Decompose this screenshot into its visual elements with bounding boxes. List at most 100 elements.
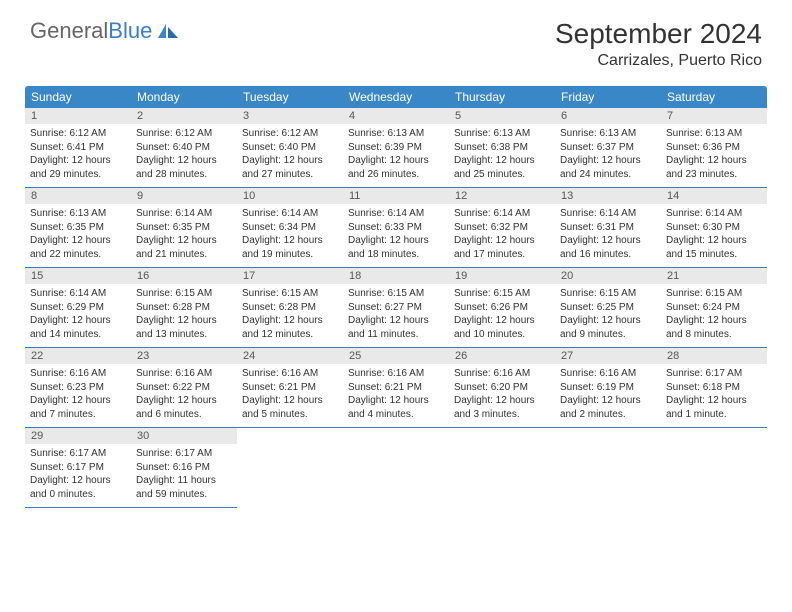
day-number: 11 xyxy=(343,188,449,204)
calendar-cell: 11Sunrise: 6:14 AMSunset: 6:33 PMDayligh… xyxy=(343,188,449,268)
calendar-cell xyxy=(237,428,343,508)
day-info: Sunrise: 6:15 AMSunset: 6:28 PMDaylight:… xyxy=(237,284,343,347)
day-number: 18 xyxy=(343,268,449,284)
day-number: 21 xyxy=(661,268,767,284)
calendar-cell: 8Sunrise: 6:13 AMSunset: 6:35 PMDaylight… xyxy=(25,188,131,268)
day-number: 16 xyxy=(131,268,237,284)
calendar-cell: 29Sunrise: 6:17 AMSunset: 6:17 PMDayligh… xyxy=(25,428,131,508)
day-header: Friday xyxy=(555,86,661,108)
day-number: 25 xyxy=(343,348,449,364)
day-info: Sunrise: 6:14 AMSunset: 6:35 PMDaylight:… xyxy=(131,204,237,267)
day-number: 15 xyxy=(25,268,131,284)
day-number: 9 xyxy=(131,188,237,204)
sail-icon xyxy=(158,24,178,38)
day-number: 5 xyxy=(449,108,555,124)
calendar-table: SundayMondayTuesdayWednesdayThursdayFrid… xyxy=(25,86,767,508)
calendar-cell xyxy=(661,428,767,508)
day-number: 23 xyxy=(131,348,237,364)
logo-text-blue: Blue xyxy=(108,18,152,44)
day-info: Sunrise: 6:12 AMSunset: 6:40 PMDaylight:… xyxy=(131,124,237,187)
calendar-cell xyxy=(343,428,449,508)
day-info: Sunrise: 6:13 AMSunset: 6:37 PMDaylight:… xyxy=(555,124,661,187)
calendar-cell: 13Sunrise: 6:14 AMSunset: 6:31 PMDayligh… xyxy=(555,188,661,268)
day-number: 3 xyxy=(237,108,343,124)
calendar-cell: 22Sunrise: 6:16 AMSunset: 6:23 PMDayligh… xyxy=(25,348,131,428)
calendar-cell: 16Sunrise: 6:15 AMSunset: 6:28 PMDayligh… xyxy=(131,268,237,348)
day-number: 7 xyxy=(661,108,767,124)
calendar-cell: 2Sunrise: 6:12 AMSunset: 6:40 PMDaylight… xyxy=(131,108,237,188)
calendar-cell: 23Sunrise: 6:16 AMSunset: 6:22 PMDayligh… xyxy=(131,348,237,428)
calendar-cell: 1Sunrise: 6:12 AMSunset: 6:41 PMDaylight… xyxy=(25,108,131,188)
day-info: Sunrise: 6:15 AMSunset: 6:28 PMDaylight:… xyxy=(131,284,237,347)
day-info: Sunrise: 6:16 AMSunset: 6:21 PMDaylight:… xyxy=(237,364,343,427)
calendar-cell: 28Sunrise: 6:17 AMSunset: 6:18 PMDayligh… xyxy=(661,348,767,428)
day-info: Sunrise: 6:15 AMSunset: 6:25 PMDaylight:… xyxy=(555,284,661,347)
day-header: Thursday xyxy=(449,86,555,108)
day-header: Saturday xyxy=(661,86,767,108)
day-header: Sunday xyxy=(25,86,131,108)
day-info: Sunrise: 6:16 AMSunset: 6:23 PMDaylight:… xyxy=(25,364,131,427)
day-info: Sunrise: 6:16 AMSunset: 6:22 PMDaylight:… xyxy=(131,364,237,427)
day-number: 29 xyxy=(25,428,131,444)
day-info: Sunrise: 6:12 AMSunset: 6:41 PMDaylight:… xyxy=(25,124,131,187)
calendar-cell xyxy=(449,428,555,508)
day-number: 20 xyxy=(555,268,661,284)
day-info: Sunrise: 6:16 AMSunset: 6:21 PMDaylight:… xyxy=(343,364,449,427)
day-info: Sunrise: 6:17 AMSunset: 6:18 PMDaylight:… xyxy=(661,364,767,427)
calendar-cell: 19Sunrise: 6:15 AMSunset: 6:26 PMDayligh… xyxy=(449,268,555,348)
calendar-cell: 4Sunrise: 6:13 AMSunset: 6:39 PMDaylight… xyxy=(343,108,449,188)
calendar-cell: 17Sunrise: 6:15 AMSunset: 6:28 PMDayligh… xyxy=(237,268,343,348)
calendar-cell: 12Sunrise: 6:14 AMSunset: 6:32 PMDayligh… xyxy=(449,188,555,268)
day-number: 1 xyxy=(25,108,131,124)
calendar-cell: 14Sunrise: 6:14 AMSunset: 6:30 PMDayligh… xyxy=(661,188,767,268)
day-info: Sunrise: 6:16 AMSunset: 6:20 PMDaylight:… xyxy=(449,364,555,427)
day-info: Sunrise: 6:12 AMSunset: 6:40 PMDaylight:… xyxy=(237,124,343,187)
calendar-cell: 10Sunrise: 6:14 AMSunset: 6:34 PMDayligh… xyxy=(237,188,343,268)
day-number: 26 xyxy=(449,348,555,364)
logo-text-general: General xyxy=(30,18,108,44)
day-info: Sunrise: 6:13 AMSunset: 6:38 PMDaylight:… xyxy=(449,124,555,187)
calendar-cell xyxy=(555,428,661,508)
day-info: Sunrise: 6:14 AMSunset: 6:33 PMDaylight:… xyxy=(343,204,449,267)
day-number: 24 xyxy=(237,348,343,364)
calendar-cell: 30Sunrise: 6:17 AMSunset: 6:16 PMDayligh… xyxy=(131,428,237,508)
logo: GeneralBlue xyxy=(30,18,178,44)
month-title: September 2024 xyxy=(555,18,762,50)
day-header: Monday xyxy=(131,86,237,108)
title-block: September 2024 Carrizales, Puerto Rico xyxy=(555,18,762,70)
calendar-cell: 20Sunrise: 6:15 AMSunset: 6:25 PMDayligh… xyxy=(555,268,661,348)
calendar-cell: 21Sunrise: 6:15 AMSunset: 6:24 PMDayligh… xyxy=(661,268,767,348)
day-number: 27 xyxy=(555,348,661,364)
day-number: 13 xyxy=(555,188,661,204)
calendar-cell: 27Sunrise: 6:16 AMSunset: 6:19 PMDayligh… xyxy=(555,348,661,428)
day-number: 10 xyxy=(237,188,343,204)
day-number: 8 xyxy=(25,188,131,204)
day-number: 12 xyxy=(449,188,555,204)
calendar-cell: 3Sunrise: 6:12 AMSunset: 6:40 PMDaylight… xyxy=(237,108,343,188)
day-info: Sunrise: 6:14 AMSunset: 6:30 PMDaylight:… xyxy=(661,204,767,267)
day-number: 17 xyxy=(237,268,343,284)
calendar-cell: 6Sunrise: 6:13 AMSunset: 6:37 PMDaylight… xyxy=(555,108,661,188)
calendar-cell: 5Sunrise: 6:13 AMSunset: 6:38 PMDaylight… xyxy=(449,108,555,188)
day-info: Sunrise: 6:14 AMSunset: 6:31 PMDaylight:… xyxy=(555,204,661,267)
header: GeneralBlue September 2024 Carrizales, P… xyxy=(0,0,792,80)
day-header: Tuesday xyxy=(237,86,343,108)
calendar-cell: 26Sunrise: 6:16 AMSunset: 6:20 PMDayligh… xyxy=(449,348,555,428)
day-info: Sunrise: 6:17 AMSunset: 6:17 PMDaylight:… xyxy=(25,444,131,507)
day-number: 28 xyxy=(661,348,767,364)
day-info: Sunrise: 6:13 AMSunset: 6:39 PMDaylight:… xyxy=(343,124,449,187)
calendar-cell: 24Sunrise: 6:16 AMSunset: 6:21 PMDayligh… xyxy=(237,348,343,428)
calendar-cell: 18Sunrise: 6:15 AMSunset: 6:27 PMDayligh… xyxy=(343,268,449,348)
day-number: 30 xyxy=(131,428,237,444)
calendar-cell: 9Sunrise: 6:14 AMSunset: 6:35 PMDaylight… xyxy=(131,188,237,268)
day-info: Sunrise: 6:13 AMSunset: 6:36 PMDaylight:… xyxy=(661,124,767,187)
day-info: Sunrise: 6:15 AMSunset: 6:27 PMDaylight:… xyxy=(343,284,449,347)
day-number: 6 xyxy=(555,108,661,124)
day-number: 14 xyxy=(661,188,767,204)
day-info: Sunrise: 6:17 AMSunset: 6:16 PMDaylight:… xyxy=(131,444,237,507)
day-number: 22 xyxy=(25,348,131,364)
calendar-cell: 25Sunrise: 6:16 AMSunset: 6:21 PMDayligh… xyxy=(343,348,449,428)
day-info: Sunrise: 6:14 AMSunset: 6:32 PMDaylight:… xyxy=(449,204,555,267)
day-number: 2 xyxy=(131,108,237,124)
day-header: Wednesday xyxy=(343,86,449,108)
